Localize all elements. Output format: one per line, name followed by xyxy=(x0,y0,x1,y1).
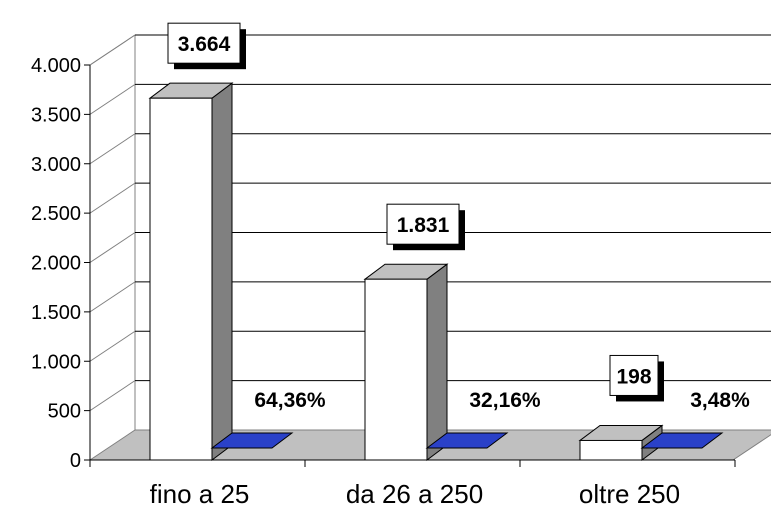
percent-label-1: 64,36% xyxy=(254,389,326,412)
gridline-side xyxy=(89,83,136,115)
value-label-1: 3.664 xyxy=(178,33,231,56)
data-labels: 3.664 64,36% 1.831 32,16% 198 3,48% xyxy=(167,22,750,412)
y-tick-label: 4.000 xyxy=(31,55,81,77)
gridline-side xyxy=(89,232,136,263)
y-tick-label: 3.000 xyxy=(31,154,81,176)
gridline-side xyxy=(89,133,136,165)
y-tick-label: 3.500 xyxy=(31,104,81,126)
bar-1 xyxy=(149,97,213,461)
bar-2 xyxy=(364,278,428,461)
gridlines xyxy=(89,34,771,412)
y-tick-label: 500 xyxy=(48,401,81,423)
gridline-side xyxy=(89,34,136,66)
category-label-3: oltre 250 xyxy=(579,479,680,506)
chart-walls xyxy=(89,34,136,430)
category-label-2: da 26 a 250 xyxy=(346,479,483,506)
y-axis-ticks: 0 500 1.000 1.500 2.000 2.500 3.000 3.500 4.000 xyxy=(31,55,90,472)
percent-bar-2 xyxy=(425,432,509,449)
gridline-side xyxy=(89,281,136,313)
gridline-side xyxy=(89,182,136,214)
value-label-box xyxy=(386,203,460,245)
percent-bar-1 xyxy=(210,432,294,449)
y-tick-label: 1.500 xyxy=(31,302,81,324)
bar-side-face xyxy=(426,263,448,461)
bar-3 xyxy=(579,439,643,461)
percent-label-2: 32,16% xyxy=(469,389,541,412)
gridline-side xyxy=(89,330,136,362)
value-label-2: 1.831 xyxy=(397,214,450,237)
value-label-3: 198 xyxy=(616,365,651,388)
percent-bar-3 xyxy=(640,432,724,449)
y-tick-label: 1.000 xyxy=(31,351,81,373)
y-tick-label: 2.000 xyxy=(31,253,81,275)
x-axis-categories: fino a 25 da 26 a 250 oltre 250 xyxy=(150,479,680,506)
value-label-box xyxy=(609,354,659,396)
category-label-1: fino a 25 xyxy=(150,479,250,506)
value-label-box xyxy=(167,22,241,64)
y-tick-label: 0 xyxy=(70,450,81,472)
bars xyxy=(148,82,724,461)
bar-side-face xyxy=(211,82,233,461)
percent-label-3: 3,48% xyxy=(690,389,750,412)
gridline-side xyxy=(89,380,136,412)
y-tick-label: 2.500 xyxy=(31,203,81,225)
